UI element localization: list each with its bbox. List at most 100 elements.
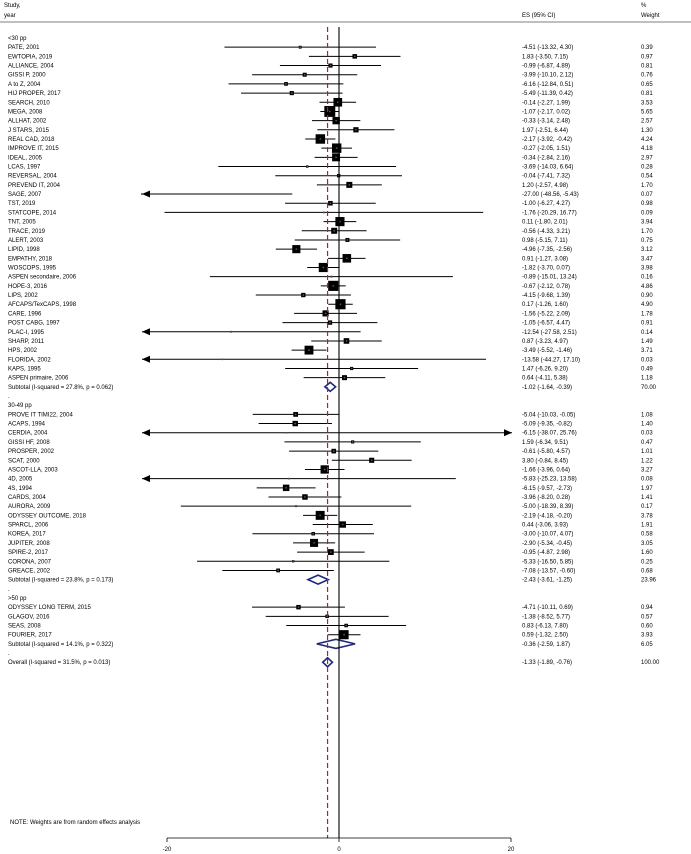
point-estimate [335, 119, 338, 122]
point-estimate [355, 128, 357, 131]
es-ci-value: -1.07 (-2.17, 0.02) [522, 109, 570, 115]
footnote: NOTE: Weights are from random effects an… [10, 820, 140, 826]
point-estimate [295, 505, 297, 508]
es-ci-value: -5.09 (-9.35, -0.82) [522, 422, 572, 428]
point-estimate [348, 183, 351, 186]
weight-value: 0.54 [641, 174, 653, 180]
point-estimate [370, 459, 373, 462]
es-ci-value: -0.27 (-2.05, 1.51) [522, 146, 570, 152]
weight-value: 2.57 [641, 119, 653, 125]
point-estimate [297, 606, 300, 609]
weight-value: 3.71 [641, 348, 653, 354]
ci-arrow-left [142, 355, 150, 363]
study-label: LIPID, 1998 [8, 247, 40, 253]
ci-arrow-left [142, 328, 150, 336]
weight-value: 0.94 [641, 605, 653, 611]
es-ci-value: 0.59 (-1.32, 2.50) [522, 633, 568, 639]
weight-value: 1.70 [641, 229, 653, 235]
point-estimate [329, 321, 331, 324]
header-es: ES (95% CI) [522, 13, 555, 19]
weight-value: 1.91 [641, 523, 653, 529]
weight-value: 0.25 [641, 559, 653, 565]
es-ci-value: -3.99 (-10.10, 2.12) [522, 73, 573, 79]
subtotal-es-ci: -1.02 (-1.64, -0.39) [522, 385, 572, 391]
subtotal-weight: 6.05 [641, 642, 653, 648]
es-ci-value: -0.67 (-2.12, 0.78) [522, 284, 570, 290]
point-estimate [285, 83, 287, 85]
es-ci-value: -0.14 (-2.27, 1.99) [522, 100, 570, 106]
es-ci-value: -2.17 (-3.92, -0.42) [522, 137, 572, 143]
subtotal-es-ci: -0.36 (-2.59, 1.87) [522, 642, 570, 648]
spacer-dot: . [8, 651, 10, 657]
study-label: ODYSSEY OUTCOME, 2018 [8, 513, 87, 519]
es-ci-value: 1.83 (-3.50, 7.15) [522, 54, 568, 60]
es-ci-value: -1.82 (-3.70, 0.07) [522, 266, 570, 272]
study-label: CARE, 1996 [8, 311, 42, 317]
weight-value: 0.07 [641, 192, 653, 198]
study-label: GLAGOV, 2016 [8, 614, 50, 620]
point-estimate [343, 633, 345, 636]
group-label: <30 pp [8, 36, 27, 42]
es-ci-value: -4.15 (-9.68, 1.39) [522, 293, 570, 299]
study-label: WOSCOPS, 1995 [8, 266, 57, 272]
es-ci-value: -1.05 (-6.57, 4.47) [522, 321, 570, 327]
weight-value: 1.18 [641, 376, 653, 382]
weight-value: 1.08 [641, 412, 653, 418]
point-estimate [319, 138, 322, 140]
weight-value: 1.40 [641, 422, 653, 428]
es-ci-value: -13.58 (-44.27, 17.10) [522, 357, 580, 363]
study-label: LCAS, 1997 [8, 165, 41, 171]
es-ci-value: 0.98 (-5.15, 7.11) [522, 238, 568, 244]
study-label: IMPROVE IT, 2015 [8, 146, 59, 152]
group-label: >50 pp [8, 596, 27, 602]
es-ci-value: 0.11 (-1.80, 2.01) [522, 220, 568, 226]
es-ci-value: -4.71 (-10.11, 0.69) [522, 605, 573, 611]
weight-value: 0.09 [641, 210, 653, 216]
weight-value: 0.39 [641, 45, 653, 51]
study-label: MEGA, 2008 [8, 109, 43, 115]
weight-value: 0.28 [641, 165, 653, 171]
study-label: STATCOPE, 2014 [8, 210, 57, 216]
study-label: CARDS, 2004 [8, 495, 46, 501]
study-label: KOREA, 2017 [8, 532, 46, 538]
es-ci-value: -5.04 (-10.03, -0.05) [522, 412, 575, 418]
weight-value: 0.98 [641, 201, 653, 207]
es-ci-value: 0.17 (-1.26, 1.60) [522, 302, 568, 308]
overall-diamond [321, 656, 334, 668]
study-label: J STARS, 2015 [8, 128, 50, 134]
point-estimate [322, 211, 325, 214]
study-label: SEAS, 2008 [8, 624, 41, 630]
weight-value: 1.60 [641, 550, 653, 556]
study-label: FLORIDA, 2002 [8, 357, 51, 363]
study-label: JUPITER, 2008 [8, 541, 50, 547]
point-estimate [277, 569, 280, 572]
es-ci-value: -1.00 (-6.27, 4.27) [522, 201, 570, 207]
weight-value: 1.70 [641, 183, 653, 189]
x-tick-label: 20 [508, 847, 515, 853]
study-label: ASPEN secondaire, 2006 [8, 275, 77, 281]
point-estimate [350, 367, 353, 370]
study-label: SCAT, 2000 [8, 458, 40, 464]
es-ci-value: 1.97 (-2.51, 6.44) [522, 128, 568, 134]
spacer-dot: . [8, 394, 10, 400]
study-label: HIJ PROPER, 2017 [8, 91, 61, 97]
weight-value: 0.08 [641, 477, 653, 483]
point-estimate [324, 312, 327, 315]
es-ci-value: -0.95 (-4.87, 2.98) [522, 550, 570, 556]
weight-value: 0.58 [641, 532, 653, 538]
es-ci-value: -0.99 (-6.87, 4.89) [522, 64, 570, 70]
weight-value: 1.01 [641, 449, 653, 455]
ci-arrow-left [142, 475, 150, 483]
weight-value: 3.27 [641, 467, 653, 473]
weight-value: 3.78 [641, 513, 653, 519]
weight-value: 1.49 [641, 339, 653, 345]
weight-value: 0.57 [641, 614, 653, 620]
es-ci-value: -3.49 (-5.52, -1.46) [522, 348, 572, 354]
study-label: 4S, 1994 [8, 486, 33, 492]
study-label: SHARP, 2011 [8, 339, 45, 345]
es-ci-value: -6.15 (-9.57, -2.73) [522, 486, 572, 492]
study-label: GISSI HF, 2008 [8, 440, 50, 446]
es-ci-value: -0.33 (-3.14, 2.48) [522, 119, 570, 125]
es-ci-value: -12.54 (-27.58, 2.51) [522, 330, 577, 336]
